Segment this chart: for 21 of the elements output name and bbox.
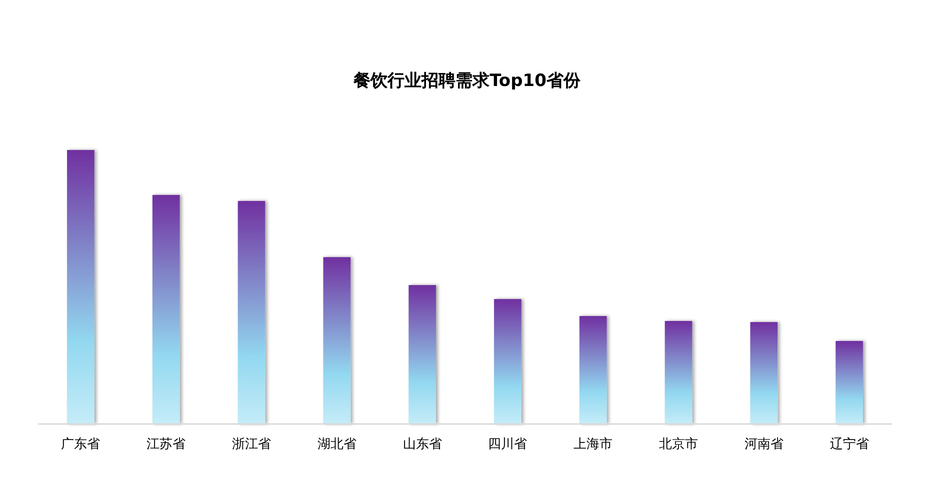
x-tick-label: 江苏省 (146, 437, 186, 452)
x-tick-label: 上海市 (574, 437, 613, 452)
bar (664, 320, 692, 424)
bar (323, 257, 351, 424)
bar (152, 194, 180, 424)
bar (494, 299, 522, 424)
x-tick-label: 浙江省 (232, 437, 271, 452)
x-tick-label: 河南省 (744, 437, 784, 452)
bar (750, 322, 778, 424)
chart-title: 餐饮行业招聘需求Top10省份 (352, 71, 582, 91)
x-tick-label: 湖北省 (317, 437, 356, 452)
bar (579, 316, 607, 424)
bar (238, 200, 266, 424)
bar (408, 285, 436, 424)
x-tick-label: 广东省 (61, 437, 100, 452)
bar (67, 150, 94, 424)
x-tick-label: 辽宁省 (830, 436, 869, 452)
bar (836, 340, 863, 424)
x-tick-label: 北京市 (659, 437, 698, 452)
x-tick-label: 四川省 (488, 437, 528, 452)
x-tick-label: 山东省 (402, 437, 442, 452)
